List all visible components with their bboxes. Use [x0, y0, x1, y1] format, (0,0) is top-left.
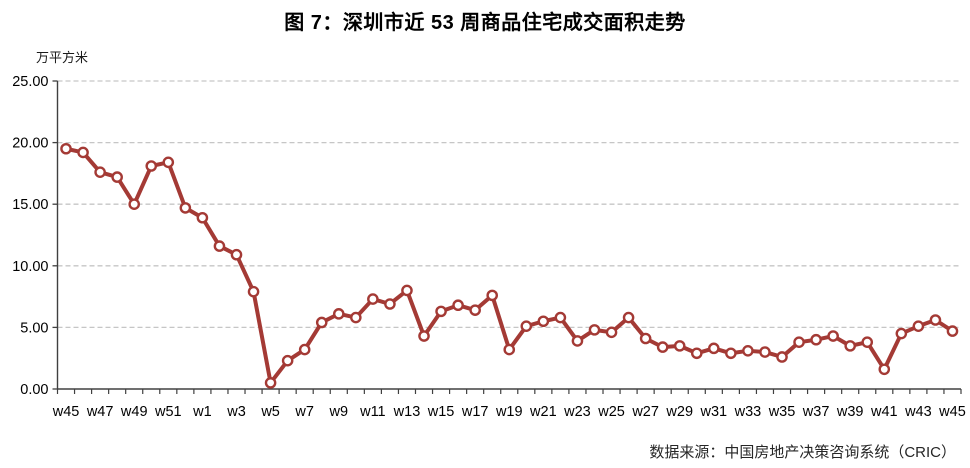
- data-point-marker: [861, 336, 874, 348]
- data-point-marker: [332, 308, 345, 320]
- data-point-marker: [742, 345, 754, 357]
- x-tick-label: w19: [495, 404, 523, 420]
- x-tick-label: w11: [359, 404, 386, 420]
- x-tick-label: w45: [938, 404, 966, 420]
- data-point-marker: [588, 324, 601, 336]
- data-point-marker: [230, 248, 243, 261]
- data-point-marker: [264, 377, 277, 389]
- data-point-marker: [571, 335, 584, 347]
- y-tick-label: 10.00: [12, 259, 48, 275]
- y-axis-unit-label: 万平方米: [36, 50, 89, 65]
- data-point-marker: [418, 330, 430, 342]
- data-point-marker: [486, 289, 499, 302]
- data-point-marker: [384, 298, 396, 310]
- x-tick-label: w41: [870, 404, 898, 420]
- x-tick-label: w23: [563, 404, 591, 420]
- data-point-marker: [929, 314, 942, 326]
- x-tick-label: w27: [631, 404, 659, 420]
- data-point-marker: [111, 171, 123, 183]
- x-tick-label: w43: [904, 404, 932, 420]
- data-point-marker: [554, 311, 567, 324]
- chart-title: 图 7：深圳市近 53 周商品住宅成交面积走势: [284, 12, 686, 34]
- y-tick-label: 20.00: [12, 136, 48, 152]
- data-point-marker: [708, 342, 720, 355]
- x-tick-label: w31: [700, 404, 728, 420]
- x-tick-label: w37: [802, 404, 830, 420]
- data-point-marker: [520, 320, 533, 332]
- x-tick-label: w51: [154, 404, 182, 420]
- data-point-marker: [367, 293, 379, 305]
- data-point-marker: [145, 160, 158, 172]
- data-point-marker: [503, 343, 516, 356]
- data-point-marker: [912, 320, 925, 332]
- data-point-marker: [179, 202, 192, 214]
- data-point-marker: [281, 354, 294, 367]
- y-tick-label: 0.00: [20, 382, 48, 398]
- x-tick-label: w3: [226, 404, 246, 420]
- data-point-marker: [162, 156, 175, 169]
- data-point-marker: [452, 299, 464, 312]
- x-tick-label: w7: [294, 404, 314, 420]
- data-point-marker: [469, 304, 481, 316]
- data-point-marker: [298, 343, 311, 356]
- data-point-marker: [946, 325, 959, 337]
- x-tick-label: w21: [529, 404, 557, 420]
- data-point-marker: [656, 341, 669, 353]
- data-point-marker: [878, 363, 891, 376]
- x-tick-label: w49: [120, 404, 148, 420]
- x-tick-label: w15: [427, 404, 455, 420]
- data-point-marker: [827, 330, 839, 342]
- data-point-marker: [94, 166, 106, 178]
- x-tick-label: w39: [836, 404, 864, 420]
- y-tick-label: 5.00: [20, 320, 48, 336]
- x-tick-label: w47: [86, 404, 114, 420]
- x-tick-label: w9: [329, 404, 349, 420]
- x-tick-label: w13: [393, 404, 421, 420]
- x-tick-label: w5: [260, 404, 280, 420]
- data-point-marker: [77, 146, 89, 159]
- data-point-marker: [401, 284, 413, 297]
- data-point-marker: [639, 332, 652, 345]
- data-point-marker: [605, 326, 618, 339]
- data-point-marker: [725, 347, 737, 360]
- data-point-marker: [759, 346, 771, 358]
- x-tick-label: w35: [768, 404, 796, 420]
- data-point-marker: [776, 351, 788, 363]
- data-point-marker: [690, 347, 703, 360]
- data-point-marker: [128, 198, 141, 210]
- x-tick-label: w25: [597, 404, 625, 420]
- data-point-marker: [315, 316, 328, 329]
- x-tick-label: w29: [665, 404, 693, 420]
- data-point-marker: [350, 311, 362, 324]
- data-point-marker: [895, 327, 908, 340]
- y-tick-label: 15.00: [12, 197, 48, 213]
- data-point-marker: [213, 240, 226, 252]
- x-tick-label: w45: [52, 404, 80, 420]
- y-tick-label: 25.00: [12, 74, 48, 90]
- data-point-marker: [435, 305, 447, 318]
- data-source-note: 数据来源：中国房地产决策咨询系统（CRIC）: [649, 444, 956, 461]
- data-point-marker: [60, 142, 72, 155]
- data-point-marker: [844, 340, 856, 352]
- data-point-marker: [810, 333, 822, 346]
- x-tick-label: w17: [461, 404, 489, 420]
- data-point-marker: [622, 311, 635, 324]
- x-tick-label: w33: [734, 404, 762, 420]
- data-point-marker: [537, 315, 550, 328]
- data-point-marker: [793, 336, 805, 348]
- data-point-marker: [673, 340, 686, 352]
- data-point-marker: [247, 285, 260, 298]
- x-tick-label: w1: [192, 404, 212, 420]
- data-point-marker: [196, 211, 209, 224]
